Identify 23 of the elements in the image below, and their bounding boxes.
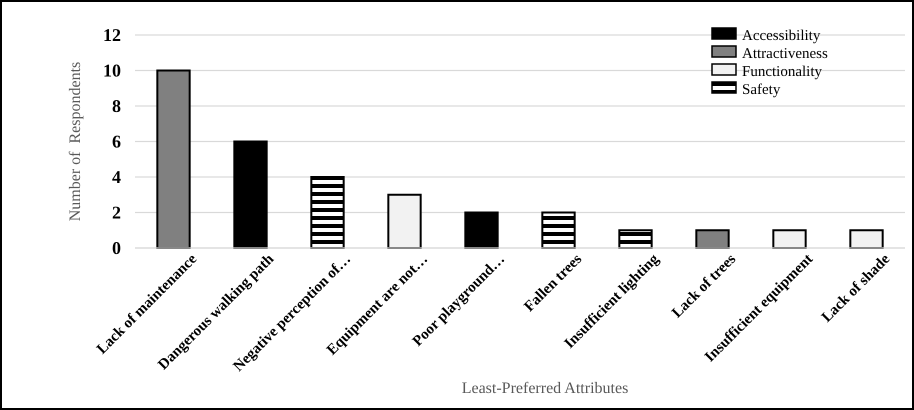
y-tick-label: 0 — [112, 238, 121, 258]
legend-label: Functionality — [742, 64, 822, 80]
y-tick-label: 2 — [112, 202, 121, 222]
bar — [156, 70, 191, 249]
x-axis-title: Least-Preferred Attributes — [462, 380, 628, 397]
legend-label: Accessibility — [742, 28, 821, 44]
bar — [618, 229, 653, 249]
y-tick-label: 6 — [112, 131, 121, 152]
y-tick-label: 8 — [112, 96, 121, 116]
bar — [387, 194, 422, 249]
y-axis-title: Number of Respondents — [67, 62, 84, 222]
bar — [233, 140, 268, 249]
bar — [541, 212, 576, 249]
legend-label: Safety — [742, 82, 781, 98]
bar — [464, 212, 499, 249]
bar — [695, 229, 730, 249]
bar — [310, 176, 345, 249]
legend-label: Attractiveness — [742, 46, 828, 62]
y-tick-label: 4 — [112, 166, 121, 187]
bar — [772, 229, 807, 249]
bar — [849, 229, 884, 249]
y-tick-label: 12 — [103, 24, 121, 45]
y-tick-label: 10 — [103, 60, 121, 80]
